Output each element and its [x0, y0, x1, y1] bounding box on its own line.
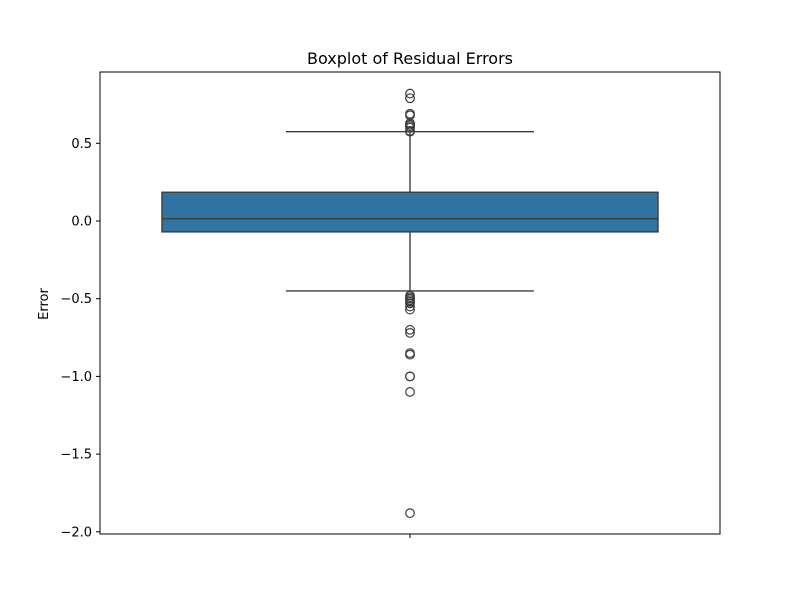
outlier-point	[405, 324, 415, 335]
outlier-point	[405, 387, 415, 397]
iqr-box	[161, 191, 659, 233]
outlier-point	[405, 126, 415, 137]
y-tick-label: −0.5	[60, 292, 92, 307]
y-tick-label: 0.0	[71, 215, 92, 230]
outlier-point	[405, 88, 415, 99]
outlier-point	[405, 298, 415, 309]
plot-area	[161, 88, 659, 519]
outlier-point	[405, 349, 415, 360]
y-tick-label: 0.5	[71, 137, 92, 152]
chart-title: Boxplot of Residual Errors	[307, 49, 513, 68]
y-tick-label: −1.0	[60, 370, 92, 385]
outlier-point	[405, 327, 415, 338]
outlier-point	[405, 304, 415, 315]
y-tick-label: −2.0	[60, 525, 92, 540]
outlier-point	[405, 122, 415, 133]
y-axis-label: Error	[37, 288, 52, 320]
outlier-point	[405, 508, 415, 519]
outlier-point	[405, 110, 415, 121]
outlier-point	[405, 371, 415, 382]
outlier-point	[405, 93, 415, 104]
y-tick-label: −1.5	[60, 448, 92, 463]
outlier-point	[405, 301, 415, 312]
